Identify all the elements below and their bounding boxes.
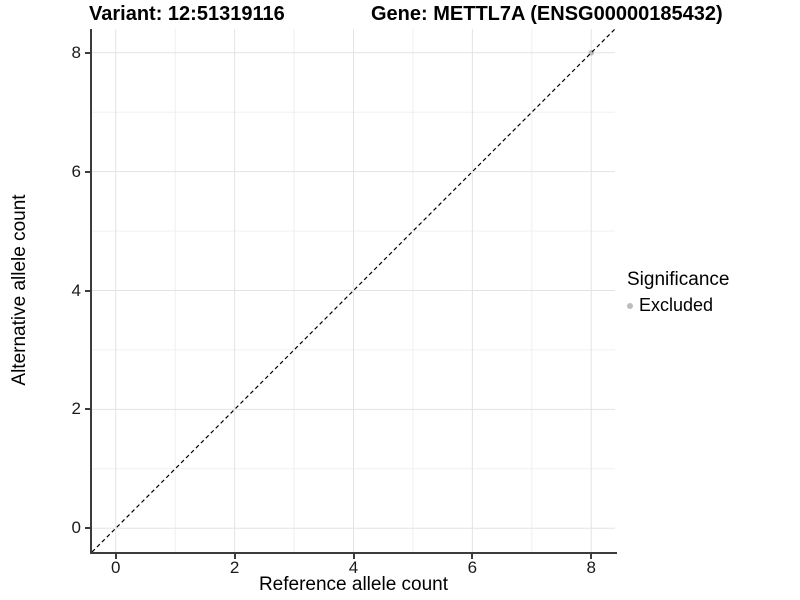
y-tick-label: 4 <box>71 280 81 300</box>
x-tick-mark <box>352 554 355 559</box>
x-tick-mark <box>114 554 117 559</box>
y-tick-mark <box>85 527 90 530</box>
y-tick-label: 8 <box>71 42 81 62</box>
y-tick-label: 2 <box>71 399 81 419</box>
x-tick-label: 8 <box>586 558 596 577</box>
y-tick-label: 6 <box>71 161 81 181</box>
y-axis-line <box>90 29 92 554</box>
legend-item-label: Excluded <box>639 295 714 315</box>
y-tick-mark <box>85 170 90 173</box>
plot-area <box>91 28 616 553</box>
x-tick-mark <box>590 554 593 559</box>
x-tick-label: 2 <box>229 558 240 577</box>
y-tick-mark <box>85 408 90 411</box>
legend-title: Significance <box>627 269 730 290</box>
x-axis-title: Reference allele count <box>258 574 449 595</box>
y-tick-label: 0 <box>71 518 81 538</box>
legend: Significance Excluded <box>627 269 729 316</box>
y-axis-title: Alternative allele count <box>9 194 30 386</box>
x-tick-label: 6 <box>467 558 478 577</box>
legend-item-excluded: Excluded <box>627 295 729 316</box>
plot-panel <box>91 28 616 553</box>
legend-point-icon <box>627 302 633 309</box>
x-tick-label: 4 <box>348 558 359 577</box>
plot-title-variant: Variant: 12:51319116 <box>89 3 285 25</box>
plot-title-gene: Gene: METTL7A (ENSG00000185432) <box>371 3 723 25</box>
y-tick-mark <box>85 289 90 292</box>
x-tick-label: 0 <box>111 558 121 577</box>
x-axis-line <box>90 552 617 554</box>
identity-reference-line <box>91 28 616 553</box>
x-tick-mark <box>471 554 474 559</box>
y-tick-mark <box>85 51 90 54</box>
x-tick-mark <box>233 554 236 559</box>
